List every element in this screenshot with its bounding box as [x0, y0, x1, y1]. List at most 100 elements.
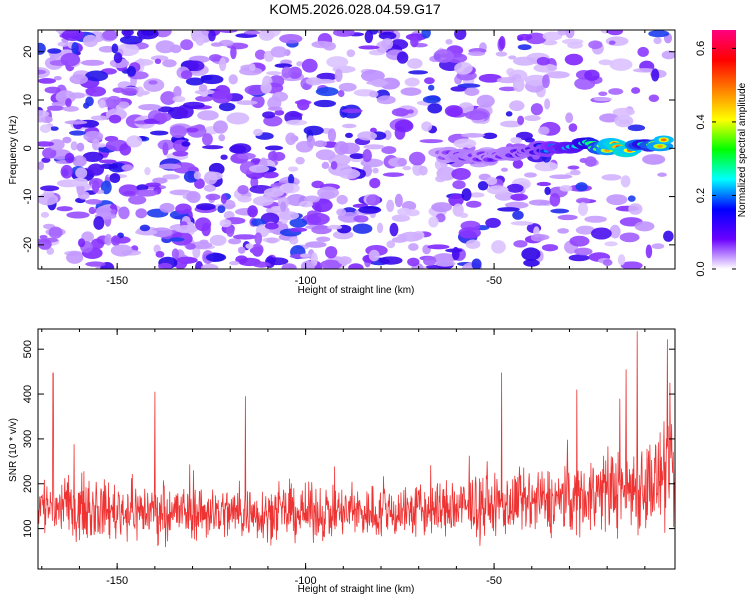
y-tick-label: 100: [22, 519, 34, 537]
spectral-blob: [173, 85, 182, 99]
spectral-blob: [512, 56, 537, 66]
snr-y-ticks: 100 200 300 400 500: [22, 340, 675, 538]
spectral-blob: [544, 186, 551, 196]
spectral-blob: [244, 30, 260, 35]
spectral-blob: [617, 254, 626, 266]
spectral-blob: [408, 243, 419, 251]
spectral-blob: [266, 71, 282, 76]
spectral-blob: [204, 171, 223, 181]
spectral-blob: [609, 58, 633, 71]
spectral-blob: [83, 102, 90, 109]
spectral-blob: [90, 115, 108, 121]
spectral-blob: [628, 203, 643, 215]
spectral-blob: [118, 101, 130, 109]
spectral-blob: [185, 77, 205, 86]
spectral-blob: [180, 39, 194, 51]
spectral-blob: [491, 240, 506, 254]
spectral-blob: [530, 103, 543, 116]
spectral-blob: [510, 221, 534, 226]
spectral-blob: [44, 86, 61, 94]
colorbar-tick-label: 0.4: [695, 114, 707, 129]
spectral-blob: [486, 185, 509, 195]
spectral-blob: [175, 203, 192, 215]
spectral-blob: [606, 194, 628, 206]
spectral-blob: [321, 161, 330, 170]
spectral-blob: [230, 143, 252, 154]
spectral-blob: [428, 216, 439, 228]
spectral-blob: [421, 121, 433, 132]
spectral-blob: [155, 40, 176, 54]
spectral-blob: [448, 193, 464, 207]
spectral-blob: [135, 189, 158, 197]
spectral-blob: [248, 63, 256, 72]
spectral-blob: [301, 58, 318, 73]
spectral-blob: [119, 35, 143, 45]
spectral-blob: [180, 70, 193, 80]
spectral-blob: [362, 149, 372, 163]
spectral-blob: [575, 182, 588, 192]
spectral-blob: [98, 45, 116, 53]
spectral-blob: [185, 243, 196, 250]
spectral-blob: [108, 114, 122, 124]
spectral-blob: [40, 185, 60, 192]
spectral-blob: [498, 86, 518, 92]
spectral-blob: [126, 65, 137, 77]
spectral-blob: [61, 30, 85, 41]
spectral-blob: [524, 115, 541, 122]
spectral-blob: [433, 49, 454, 63]
spectral-blob: [102, 30, 118, 41]
spectral-blob: [574, 247, 593, 256]
spectral-blob: [612, 107, 635, 117]
spectral-blob: [482, 132, 498, 140]
spectral-blob: [267, 106, 283, 111]
spectral-blob: [208, 30, 216, 42]
spectral-blob: [48, 139, 65, 151]
spectral-blob: [136, 184, 149, 191]
spectral-blob: [468, 192, 485, 198]
spectral-blob: [46, 247, 55, 255]
spectral-blob: [267, 151, 278, 161]
spectral-blob: [217, 205, 226, 214]
spectral-blob: [38, 141, 55, 147]
spectral-blob: [569, 235, 590, 247]
spectral-blob: [203, 184, 216, 192]
spectral-blob: [47, 105, 65, 111]
spectral-blob: [550, 208, 570, 214]
spectral-blob: [434, 260, 456, 267]
spectral-blob: [194, 178, 205, 189]
spectral-blob: [228, 74, 238, 85]
spectral-blob: [186, 191, 201, 204]
spectral-blob: [119, 143, 132, 156]
spectral-blob: [181, 141, 191, 147]
spectral-blob: [112, 87, 125, 93]
spectral-blob: [176, 256, 198, 264]
spectral-blob: [205, 193, 221, 201]
spectral-blob: [41, 157, 51, 163]
spectral-blob: [85, 261, 106, 267]
spectral-blob: [568, 123, 578, 132]
spectral-blob: [280, 201, 287, 212]
spectral-blob: [332, 30, 355, 37]
spectral-blob: [57, 41, 71, 47]
spectral-blob: [155, 250, 165, 258]
spectral-blob: [260, 212, 280, 226]
spectral-blob: [237, 195, 252, 203]
spectral-blob: [76, 142, 85, 152]
spectral-blob: [404, 77, 420, 87]
y-tick-label: 200: [22, 475, 34, 493]
snr-y-label: SNR (10 * v/v): [8, 418, 19, 482]
spectral-blob: [542, 74, 550, 89]
spectral-blob: [228, 238, 242, 245]
spectral-blob: [194, 217, 212, 232]
spectral-blob: [299, 253, 311, 258]
spectral-blob: [251, 243, 264, 256]
spectral-blob: [478, 73, 502, 83]
spectral-blob: [381, 146, 397, 155]
spectral-blob: [77, 238, 86, 248]
spectral-blob: [70, 141, 78, 151]
spectral-blob: [217, 30, 238, 33]
spectral-blob: [98, 99, 106, 109]
spectral-blob: [186, 60, 205, 72]
spectral-blob: [631, 87, 641, 94]
